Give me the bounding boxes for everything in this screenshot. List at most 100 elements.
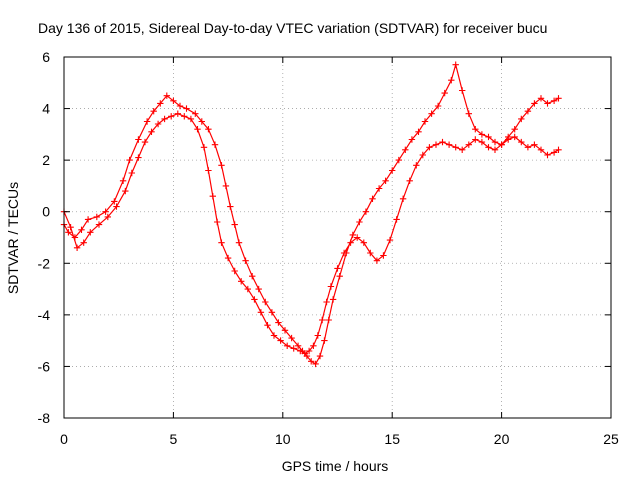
data-point [67, 224, 74, 231]
data-point [113, 203, 120, 210]
y-tick-label: 0 [42, 204, 50, 220]
data-point [297, 347, 304, 355]
data-point [310, 342, 317, 349]
data-point [426, 144, 433, 151]
data-point [485, 133, 492, 141]
data-point [386, 236, 394, 244]
data-point [161, 115, 168, 123]
data-point [472, 136, 479, 143]
data-point [373, 257, 381, 264]
data-point [119, 177, 127, 184]
x-tick-label: 0 [60, 431, 68, 447]
data-point [284, 342, 291, 349]
data-point [198, 118, 205, 125]
data-point [141, 138, 149, 146]
data-point [122, 187, 129, 195]
data-point [382, 177, 389, 184]
data-point [524, 144, 532, 151]
data-point [104, 213, 111, 221]
data-point [537, 95, 545, 102]
series-line [63, 64, 559, 365]
data-point [531, 141, 538, 148]
data-point [73, 244, 81, 251]
data-point [275, 319, 282, 326]
data-point [235, 239, 243, 246]
data-point [200, 144, 208, 151]
data-point [316, 352, 324, 360]
data-point [314, 332, 321, 339]
data-point [419, 151, 426, 159]
data-point [452, 61, 459, 68]
data-point [498, 141, 505, 148]
data-point [244, 285, 251, 293]
x-tick-label: 25 [603, 431, 619, 447]
data-point [441, 89, 448, 97]
data-point [415, 128, 422, 135]
data-point [102, 208, 109, 215]
data-point [334, 265, 341, 272]
y-tick-label: 4 [42, 101, 50, 117]
y-axis-label: SDTVAR / TECUs [5, 182, 21, 294]
data-point [413, 162, 420, 169]
data-point [294, 342, 302, 349]
data-point [301, 350, 308, 357]
data-point [336, 273, 343, 280]
data-point [163, 92, 170, 99]
data-point [452, 144, 459, 151]
data-point [329, 296, 337, 303]
data-point [251, 296, 258, 303]
data-point [544, 100, 551, 107]
x-tick-label: 15 [384, 431, 400, 447]
data-point [80, 239, 87, 246]
data-point [224, 254, 232, 262]
data-point [485, 144, 492, 151]
data-point [434, 102, 442, 110]
data-point [150, 108, 157, 115]
data-point [472, 126, 479, 133]
data-point [270, 332, 278, 339]
data-point [375, 185, 383, 192]
data-series-1 [60, 61, 562, 368]
data-point [406, 177, 413, 184]
data-point [308, 358, 315, 365]
data-point [550, 97, 558, 104]
data-point [157, 100, 164, 107]
data-point [505, 136, 512, 143]
data-point [478, 131, 486, 138]
data-point [432, 141, 440, 148]
data-point [194, 126, 201, 133]
grid [64, 57, 611, 418]
data-point [448, 77, 455, 84]
data-point [402, 146, 409, 153]
data-point [209, 193, 216, 200]
data-point [349, 231, 356, 239]
data-point [154, 120, 162, 128]
series-line [63, 113, 559, 355]
data-point [312, 360, 319, 368]
y-tick-label: 2 [42, 152, 50, 168]
data-point [428, 110, 435, 117]
data-point [369, 195, 376, 202]
data-point [518, 115, 525, 123]
data-point [281, 327, 289, 334]
data-point [356, 218, 363, 226]
data-point [111, 198, 118, 205]
data-point [511, 133, 518, 141]
data-point [323, 298, 330, 306]
data-point [288, 334, 295, 342]
data-point [170, 97, 177, 104]
data-point [380, 252, 387, 259]
data-point [87, 229, 94, 236]
data-point [524, 108, 532, 115]
data-point [393, 216, 400, 223]
data-point [218, 162, 225, 169]
data-point [478, 138, 486, 146]
data-point [354, 234, 361, 241]
y-tick-label: 6 [42, 49, 50, 65]
data-point [268, 309, 276, 316]
data-point [205, 126, 212, 133]
data-point [264, 322, 271, 329]
data-point [421, 118, 429, 125]
data-point [459, 87, 466, 94]
